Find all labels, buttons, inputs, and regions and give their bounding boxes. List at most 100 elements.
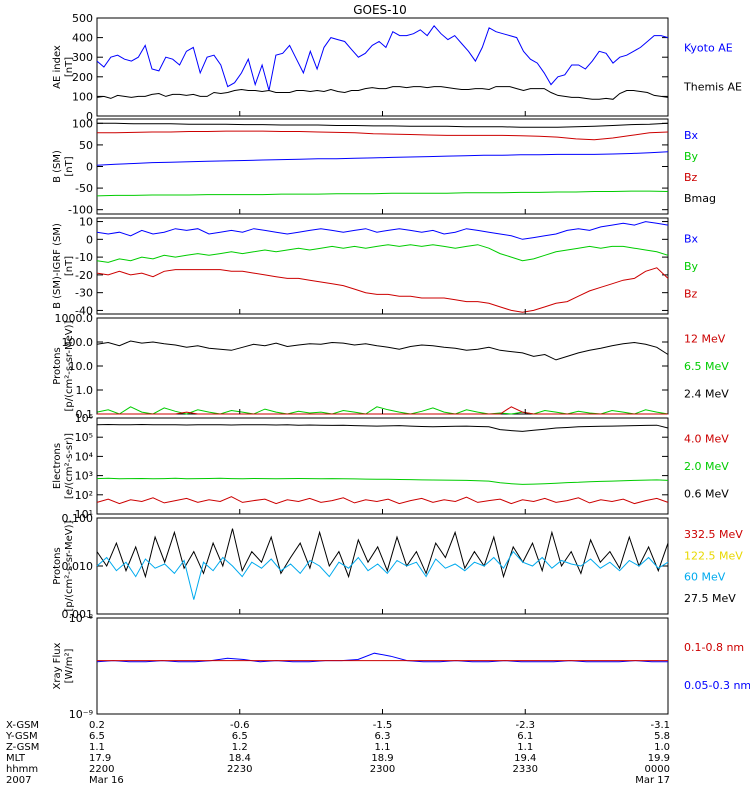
footer-cell: 2230 [227, 764, 252, 775]
footer-cell: 1.1 [375, 742, 391, 753]
footer-cell: -2.3 [515, 720, 535, 731]
legend-entry: Bx [684, 233, 699, 246]
footer-cell: 6.1 [517, 731, 533, 742]
y-tick-label: -30 [75, 287, 93, 300]
footer-cell: 6.5 [232, 731, 248, 742]
panel-7: 10⁻⁹ 10⁻⁸ Xray Flux [W/m²] 0.1-0.8 nm 0.05-0.… [52, 612, 750, 721]
y-tick-label: 10⁴ [75, 450, 94, 463]
y-tick-label: 0.100 [62, 512, 94, 525]
legend-entry: 0.05-0.3 nm [684, 679, 750, 692]
legend-entry: Bx [684, 129, 699, 142]
footer-cell: -3.1 [650, 720, 670, 731]
y-axis-label: AE index [52, 45, 63, 89]
series-line-4-0-mev [96, 496, 669, 505]
panel-4: 0.1 1.0 10.0 100.0 1000.0 Protons [p/(cm²-s-sr… [52, 312, 729, 421]
y-tick-label: 10¹ [75, 508, 93, 521]
y-tick-label: -40 [75, 304, 93, 317]
panel-3: -40 -30 -20 -10 0 10 B (SM)-IGRF (SM) [nT] Bx By B… [52, 216, 699, 318]
y-tick-label: 0.001 [62, 608, 94, 621]
y-tick-label: 0 [86, 161, 93, 174]
footer-row-label: Y-GSM [5, 731, 38, 742]
footer-cell: 2200 [89, 764, 114, 775]
y-tick-label: 100.0 [62, 336, 94, 349]
legend-entry: 60 MeV [684, 571, 726, 584]
footer-cell: 19.4 [514, 753, 536, 764]
footer-cell: Mar 16 [89, 775, 124, 786]
footer-cell: 2300 [370, 764, 395, 775]
y-tick-label: 50 [79, 139, 93, 152]
y-tick-label: 1.0 [76, 384, 94, 397]
series-line-bz [96, 267, 669, 313]
series-line-by [96, 190, 669, 197]
series-line-27-5-mev [96, 528, 669, 579]
y-tick-label: 500 [72, 12, 93, 25]
series-line-kyoto-ae [96, 24, 669, 91]
panel-6: 0.001 0.010 0.100 Protons [p/(cm²-s-sr-MeV)]… [52, 512, 743, 621]
y-axis-label: B (SM) [52, 150, 63, 183]
y-tick-label: 0.1 [76, 408, 94, 421]
legend-entry: 0.1-0.8 nm [684, 641, 744, 654]
panel-frame [96, 517, 669, 615]
y-axis-label: [W/m²] [64, 648, 75, 683]
y-tick-label: 10³ [75, 470, 93, 483]
series-line-2-4-mev [96, 340, 669, 361]
y-tick-label: 100 [72, 117, 93, 130]
legend-entry: Bz [684, 287, 698, 300]
y-axis-label: Protons [52, 547, 63, 584]
panel-frame [96, 317, 669, 415]
y-axis-label: Xray Flux [52, 642, 63, 689]
y-tick-label: 10² [75, 489, 93, 502]
footer-cell: -0.6 [230, 720, 250, 731]
panel-2: -100 -50 0 50 100 B (SM) [nT] Bx By Bz Bmag [52, 117, 716, 216]
legend-entry: Themis AE [683, 81, 742, 94]
legend-entry: 2.0 MeV [684, 460, 729, 473]
y-tick-label: 300 [72, 51, 93, 64]
legend-entry: 122.5 MeV [684, 549, 743, 562]
legend-entry: Bz [684, 171, 698, 184]
series-line-bx [96, 221, 669, 240]
footer-cell: 5.8 [654, 731, 670, 742]
series-line-2-0-mev [96, 477, 669, 485]
footer-row-label: MLT [6, 753, 26, 764]
y-axis-label: [e/(cm²-s-sr)] [64, 433, 75, 499]
y-tick-label: 10⁶ [75, 412, 94, 425]
y-tick-label: 10.0 [69, 360, 94, 373]
footer-cell: Mar 17 [635, 775, 670, 786]
y-tick-label: 200 [72, 71, 93, 84]
legend-entry: By [684, 260, 699, 273]
footer-cell: 6.3 [375, 731, 391, 742]
legend-entry: 27.5 MeV [684, 592, 736, 605]
footer-cell: 6.5 [89, 731, 105, 742]
footer-cell: 0.2 [89, 720, 105, 731]
panel-5: 10¹ 10² 10³ 10⁴ 10⁵ 10⁶ Electrons [e/(cm²-s-sr)… [52, 412, 729, 521]
legend-entry: 6.5 MeV [684, 360, 729, 373]
footer-cell: 1.1 [517, 742, 533, 753]
y-tick-label: 100 [72, 90, 93, 103]
series-line-themis-ae [96, 86, 669, 100]
legend-entry: 0.6 MeV [684, 487, 729, 500]
legend-entry: 4.0 MeV [684, 433, 729, 446]
footer-row-label: X-GSM [6, 720, 39, 731]
y-tick-label: 1000.0 [55, 312, 94, 325]
y-tick-label: 10⁻⁸ [69, 612, 94, 625]
series-line-6-5-mev [96, 406, 669, 415]
footer-cell: 18.9 [371, 753, 393, 764]
footer-row-label: 2007 [6, 775, 31, 786]
footer-row-label: hhmm [6, 764, 38, 775]
y-tick-label: -10 [75, 251, 93, 264]
series-line-bmag [97, 122, 669, 128]
footer-cell: 1.1 [89, 742, 105, 753]
panel-frame [96, 617, 669, 715]
footer-cell: 0000 [645, 764, 670, 775]
y-axis-label: [nT] [64, 156, 75, 176]
legend-entry: Kyoto AE [684, 41, 733, 54]
y-tick-label: 10 [79, 216, 93, 229]
y-tick-label: -20 [75, 269, 93, 282]
y-axis-label: B (SM)-IGRF (SM) [52, 223, 63, 309]
footer-cell: 1.0 [654, 742, 670, 753]
legend-entry: 12 MeV [684, 333, 726, 346]
y-axis-label: [p/(cm²-s-sr-MeV)] [64, 520, 75, 611]
legend-entry: 332.5 MeV [684, 528, 743, 541]
y-axis-label: [p/(cm²-s-sr-MeV)] [64, 320, 75, 411]
